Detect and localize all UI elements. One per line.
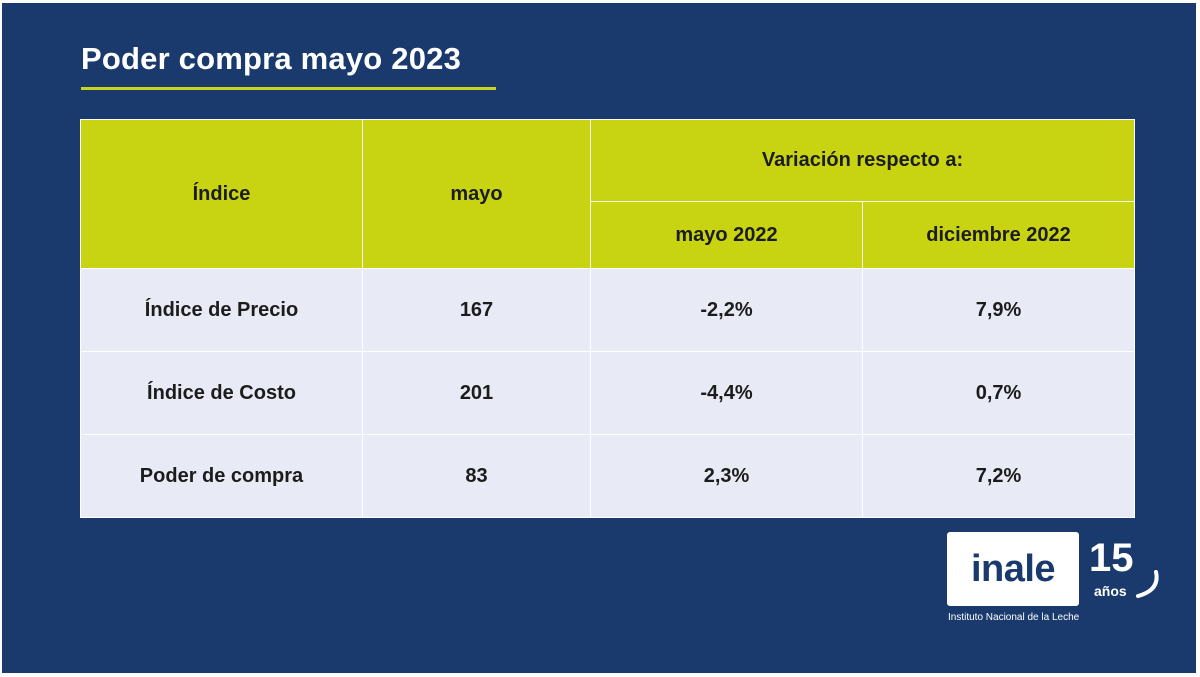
header-diciembre-2022: diciembre 2022 [861, 201, 1136, 269]
table-row: Índice de Precio 167 -2,2% 7,9% [80, 268, 1136, 352]
anniversary-word: años [1094, 583, 1127, 599]
cell-mayo-2022: -4,4% [590, 351, 863, 435]
cell-mayo: 167 [362, 268, 591, 352]
header-indice: Índice [80, 119, 363, 269]
logo-subtitle: Instituto Nacional de la Leche [948, 612, 1080, 623]
anniversary-number: 15 [1089, 536, 1134, 580]
cell-indice: Poder de compra [80, 434, 363, 518]
cell-diciembre-2022: 7,9% [861, 268, 1136, 352]
table-subheader-row: mayo 2022 diciembre 2022 [81, 201, 1136, 269]
header-mayo-2022: mayo 2022 [590, 201, 863, 269]
slide: Poder compra mayo 2023 Índice mayo Varia… [2, 3, 1196, 673]
cell-diciembre-2022: 0,7% [861, 351, 1136, 435]
cell-indice: Índice de Costo [80, 351, 363, 435]
data-table: Índice mayo Variación respecto a: mayo 2… [80, 119, 1136, 518]
title-underline [81, 87, 496, 90]
table-row: Índice de Costo 201 -4,4% 0,7% [80, 351, 1136, 435]
swoosh-icon [1136, 570, 1159, 598]
cell-indice: Índice de Precio [80, 268, 363, 352]
inale-logo: inale [947, 532, 1079, 606]
cell-diciembre-2022: 7,2% [861, 434, 1136, 518]
header-variacion: Variación respecto a: [589, 119, 1136, 202]
page-title: Poder compra mayo 2023 [81, 41, 462, 76]
logo-text: inale [970, 547, 1056, 590]
cell-mayo-2022: 2,3% [590, 434, 863, 518]
table-row: Poder de compra 83 2,3% 7,2% [80, 434, 1136, 518]
header-mayo: mayo [362, 119, 591, 269]
table-header-row: Índice mayo Variación respecto a: [80, 119, 1136, 269]
cell-mayo: 83 [362, 434, 591, 518]
cell-mayo: 201 [362, 351, 591, 435]
cell-mayo-2022: -2,2% [590, 268, 863, 352]
